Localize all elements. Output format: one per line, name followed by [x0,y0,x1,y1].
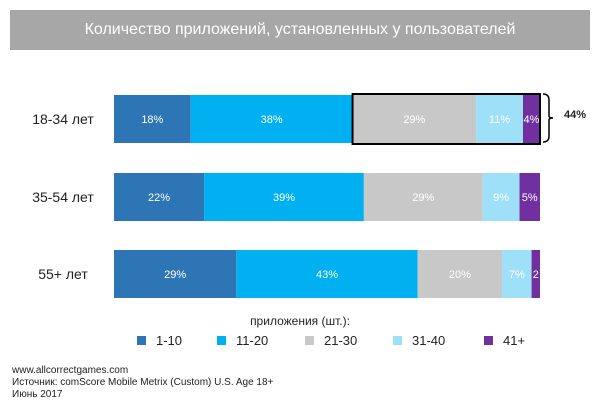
legend-swatch [393,336,402,345]
bar-segment [482,173,520,221]
legend-item-11-20: 11-20 [217,333,268,348]
footer-site: www.allcorrectgames.com [12,365,129,376]
legend-item-31-40: 31-40 [393,333,445,348]
bar-segment [502,250,532,298]
data-label: 29% [164,269,186,281]
footer-date: Июнь 2017 [12,389,63,400]
legend-label: 1-10 [156,333,183,348]
bar-segment [476,95,523,143]
highlight-label: 44% [564,109,586,121]
data-label: 5% [522,192,538,204]
legend-label: 31-40 [412,333,446,348]
data-label: 11% [489,114,510,126]
chart-title: Количество приложений, установленных у п… [10,10,590,50]
data-label: 18% [141,114,163,126]
legend-title: приложения (шт.): [250,314,350,328]
bar-segment [114,173,205,221]
data-label: 39% [273,192,295,204]
data-label: 43% [316,269,338,281]
legend-item-41-plus: 41+ [484,333,525,348]
highlight-brace [542,93,554,143]
data-label: 2 [533,269,539,281]
data-label: 4% [524,114,540,126]
legend-item-1-10: 1-10 [137,333,182,348]
legend-label: 11-20 [236,333,269,348]
legend: 1-10 11-20 21-30 31-40 41+ [0,333,600,351]
bar-segment [236,250,418,298]
data-label: 7% [509,269,525,281]
bar-segment [114,250,237,298]
bar-segment [114,95,191,143]
bar-segment [417,250,503,298]
legend-swatch [484,336,493,345]
legend-label: 41+ [503,333,526,348]
highlight-box [351,93,541,145]
bar-segment [190,95,353,143]
legend-label: 21-30 [324,333,358,348]
data-label: 22% [148,192,170,204]
bar-segment [519,173,540,221]
bar-segment [531,250,540,298]
bar-segment [522,95,540,143]
legend-item-21-30: 21-30 [305,333,357,348]
legend-swatch [217,336,226,345]
bar-segment [204,173,364,221]
data-label: 38% [261,114,283,126]
legend-swatch [305,336,314,345]
data-label: 29% [412,192,434,204]
data-label: 9% [493,192,509,204]
category-label: 18-34 лет [32,111,94,127]
category-label: 55+ лет [38,266,88,282]
footer: www.allcorrectgames.com Источник: comSco… [12,365,273,401]
footer-source: Источник: comScore Mobile Metrix (Custom… [12,377,274,388]
data-label: 29% [403,114,425,126]
legend-swatch [137,336,146,345]
data-label: 20% [449,269,471,281]
bar-segment [352,95,477,143]
category-label: 35-54 лет [32,189,94,205]
bar-segment [363,173,483,221]
